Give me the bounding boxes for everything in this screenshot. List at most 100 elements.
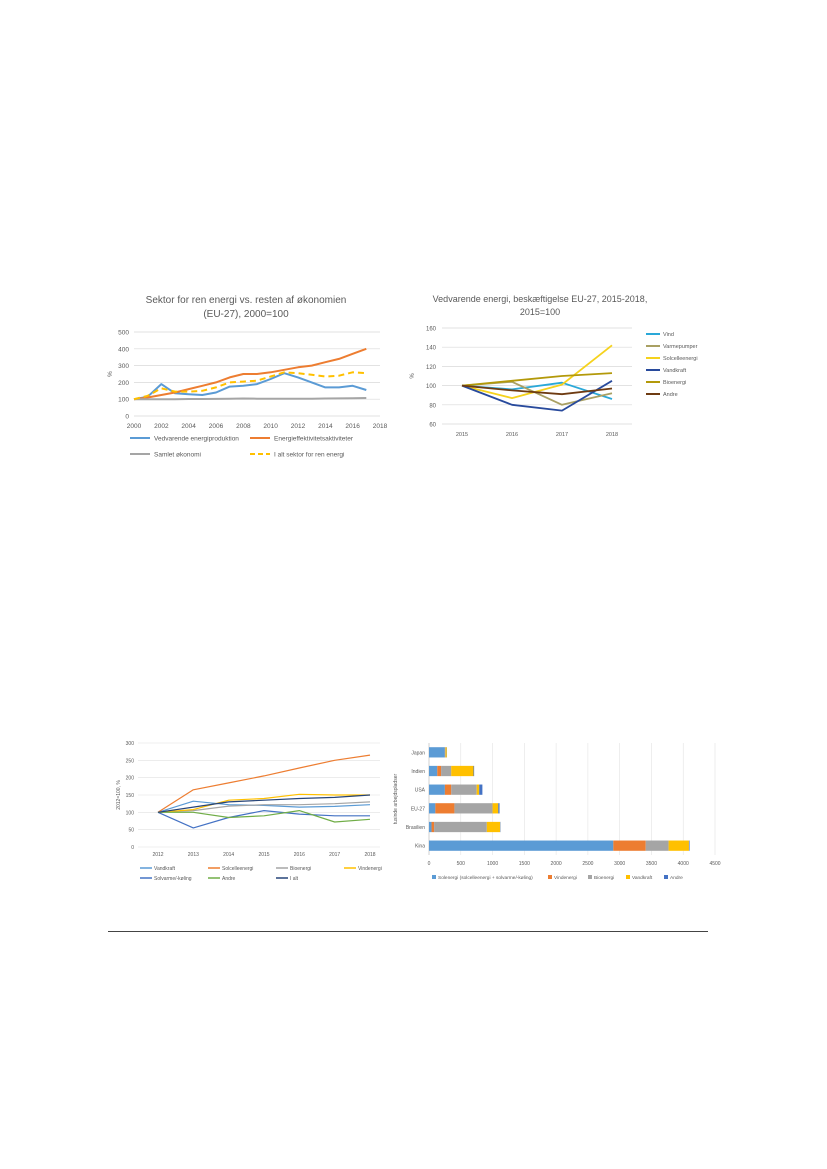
x-tick-label: 2000 xyxy=(127,423,142,430)
chart-renewable-employment-eu27: Vedvarende energi, beskæftigelse EU-27, … xyxy=(410,294,698,439)
x-tick-label: 4000 xyxy=(678,861,689,867)
y-tick-label: 300 xyxy=(126,741,135,747)
legend-label: Vandkraft xyxy=(154,866,176,872)
x-tick-label: 3000 xyxy=(614,861,625,867)
x-tick-label: 2002 xyxy=(154,423,169,430)
y-axis-label: % xyxy=(410,373,416,379)
plot-area: 0 50 100 150 200 250 300 2012 2013 2014 2015 2016 20… xyxy=(116,741,382,882)
series-line xyxy=(157,800,371,813)
category-label: Brasilien xyxy=(406,825,425,831)
series-line xyxy=(157,794,371,813)
legend-label: Vindenergi xyxy=(554,875,577,881)
y-tick-label: 500 xyxy=(118,330,129,337)
series-line xyxy=(133,371,367,401)
y-tick-label: 300 xyxy=(118,363,129,370)
bar-segment xyxy=(429,821,432,833)
plot-area: 0 100 200 300 400 500 2000 2002 2004 2006 2008 2010… xyxy=(107,330,388,459)
x-tick-label: 2010 xyxy=(263,423,278,430)
bar-segment xyxy=(498,803,500,814)
legend-label: Vedvarende energiproduktion xyxy=(154,436,239,443)
bar-segment xyxy=(476,784,480,795)
y-tick-label: 100 xyxy=(426,384,437,390)
x-tick-label: 2014 xyxy=(318,423,333,430)
legend-label: Solcelleenergi xyxy=(222,866,253,872)
series-line xyxy=(133,347,367,401)
legend-label: Solvarme/-køling xyxy=(154,876,192,882)
bar-segment xyxy=(429,803,436,814)
legend-label: Solcelleenergi xyxy=(663,356,698,362)
y-tick-label: 100 xyxy=(126,810,135,816)
category-label: USA xyxy=(415,788,426,794)
y-tick-label: 400 xyxy=(118,346,129,353)
bar-segment xyxy=(492,803,499,814)
bar-segment xyxy=(429,747,445,758)
legend-swatch xyxy=(626,875,630,879)
x-tick-label: 4500 xyxy=(709,861,720,867)
y-tick-label: 200 xyxy=(118,380,129,387)
x-tick-label: 1000 xyxy=(487,861,498,867)
bar-segment xyxy=(451,765,474,777)
footnote-divider xyxy=(108,931,708,932)
x-tick-label: 2015 xyxy=(456,432,468,438)
series-line xyxy=(461,372,613,387)
series-line xyxy=(158,809,371,823)
x-tick-label: 2004 xyxy=(181,423,196,430)
y-axis-label: 2012=100, % xyxy=(116,780,122,810)
y-tick-label: 80 xyxy=(429,403,436,409)
x-tick-label: 2014 xyxy=(223,852,234,858)
legend-label: Bioenergi xyxy=(594,875,614,881)
bar-segment xyxy=(441,765,452,777)
x-tick-label: 2008 xyxy=(236,423,251,430)
y-tick-label: 140 xyxy=(426,346,437,352)
chart-clean-energy-vs-economy: Sektor for ren energi vs. resten af økon… xyxy=(107,295,388,459)
legend-label: Vindenergi xyxy=(358,866,382,872)
legend-swatch xyxy=(432,875,436,879)
x-tick-label: 2017 xyxy=(329,852,340,858)
bar-segment xyxy=(454,803,493,814)
x-tick-label: 0 xyxy=(428,861,431,867)
y-tick-label: 60 xyxy=(429,423,436,429)
x-tick-label: 1500 xyxy=(519,861,530,867)
plot-area: 60 80 100 120 140 160 2015 2016 2017 2018% Vind Var… xyxy=(410,327,698,439)
legend-swatch xyxy=(548,875,552,879)
series-line xyxy=(157,754,371,813)
category-label: Kina xyxy=(415,844,425,850)
legend-label: I alt xyxy=(290,876,299,882)
bar-segment xyxy=(434,821,487,833)
legend-label: Andre xyxy=(663,392,678,398)
x-tick-label: 500 xyxy=(457,861,466,867)
bar-segment xyxy=(613,840,646,851)
x-tick-label: 2006 xyxy=(209,423,224,430)
y-tick-label: 250 xyxy=(126,758,135,764)
series-line xyxy=(134,397,367,401)
bar-segment xyxy=(437,765,442,777)
y-axis-label: tusinde arbejdspladser xyxy=(393,774,399,825)
legend-swatch xyxy=(664,875,668,879)
y-tick-label: 50 xyxy=(128,828,134,834)
series-line xyxy=(461,344,613,399)
x-tick-label: 3500 xyxy=(646,861,657,867)
legend-label: Bioenergi xyxy=(663,380,686,386)
bar-segment xyxy=(688,840,690,851)
y-tick-label: 120 xyxy=(426,365,437,371)
series-line xyxy=(157,801,371,813)
x-tick-label: 2013 xyxy=(188,852,199,858)
bar-segment xyxy=(435,803,455,814)
bar-segment xyxy=(645,840,669,851)
x-tick-label: 2500 xyxy=(582,861,593,867)
bar-segment xyxy=(429,765,438,777)
x-tick-label: 2016 xyxy=(506,432,518,438)
category-label: Japan xyxy=(411,750,425,756)
legend-label: Bioenergi xyxy=(290,866,311,872)
chart-subtitle: (EU-27), 2000=100 xyxy=(203,309,289,320)
legend-label: I alt sektor for ren energi xyxy=(274,452,344,459)
chart-subtitle: 2015=100 xyxy=(520,307,560,317)
legend-label: Vandkraft xyxy=(663,368,687,374)
bar-segment xyxy=(431,821,435,833)
legend-label: Vind xyxy=(663,332,674,338)
bar-segment xyxy=(429,840,614,851)
legend-label: Varmepumper xyxy=(663,344,698,350)
chart-title: Vedvarende energi, beskæftigelse EU-27, … xyxy=(433,294,648,304)
x-tick-label: 2016 xyxy=(294,852,305,858)
x-tick-label: 2012 xyxy=(152,852,163,858)
